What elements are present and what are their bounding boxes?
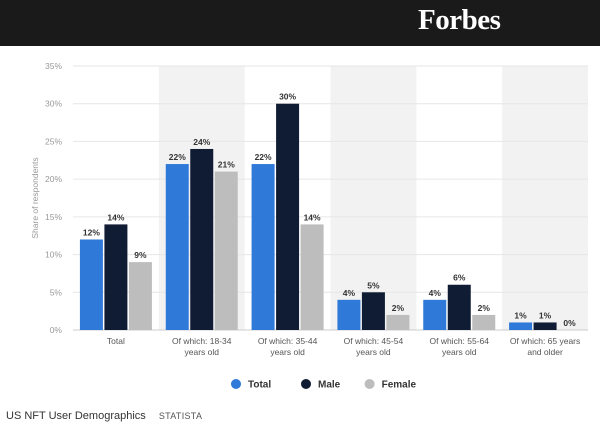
bar-total (509, 322, 533, 330)
data-label: 14% (304, 212, 321, 222)
bar-female (300, 224, 324, 330)
bar-female (214, 171, 238, 330)
figure-caption: US NFT User Demographics STATISTA (6, 410, 202, 422)
y-tick-label: 30% (45, 99, 62, 109)
x-tick-label: years old (270, 347, 305, 357)
bar-total (337, 299, 361, 330)
bar-male (276, 103, 300, 330)
legend-label-female[interactable]: Female (382, 380, 417, 391)
data-label: 4% (343, 288, 356, 298)
x-tick-label: Of which: 65 years (510, 336, 580, 346)
y-tick-label: 35% (45, 61, 62, 71)
x-tick-label: Of which: 18-34 (172, 336, 232, 346)
data-label: 5% (367, 280, 380, 290)
data-label: 4% (429, 288, 442, 298)
data-label: 14% (107, 212, 124, 222)
data-label: 24% (193, 137, 210, 147)
data-label: 21% (218, 160, 235, 170)
legend-marker-total[interactable] (231, 379, 241, 389)
x-tick-label: years old (442, 347, 477, 357)
data-label: 2% (478, 303, 491, 313)
y-tick-label: 15% (45, 212, 62, 222)
y-axis-title: Share of respondents (30, 157, 40, 238)
legend-marker-male[interactable] (301, 379, 311, 389)
x-tick-label: years old (356, 347, 391, 357)
x-tick-label: Total (107, 336, 125, 346)
bar-female (128, 262, 152, 330)
bar-total (251, 164, 275, 330)
bar-male (533, 322, 557, 330)
bar-chart: 0% 5% 10% 15% 20% 25% 30% 35% Share of responden… (30, 61, 588, 391)
data-label: 0% (563, 318, 576, 328)
data-label: 9% (134, 250, 147, 260)
legend-label-male[interactable]: Male (318, 380, 341, 391)
data-label: 1% (514, 310, 527, 320)
bar-total (423, 299, 447, 330)
data-label: 1% (539, 310, 552, 320)
category-band (502, 66, 588, 330)
data-label: 22% (255, 152, 272, 162)
x-tick-label: and older (527, 347, 563, 357)
bar-female (386, 314, 410, 330)
y-tick-label: 5% (50, 287, 63, 297)
chart-panel: 0% 5% 10% 15% 20% 25% 30% 35% Share of responden… (0, 46, 600, 402)
data-label: 22% (169, 152, 186, 162)
bar-male (447, 284, 471, 330)
x-tick-label: years old (185, 347, 220, 357)
y-tick-label: 20% (45, 174, 62, 184)
y-tick-label: 0% (50, 325, 63, 335)
data-label: 2% (392, 303, 405, 313)
data-label: 6% (453, 273, 466, 283)
header-bar: Forbes (0, 0, 600, 46)
x-tick-label: Of which: 45-54 (344, 336, 404, 346)
y-tick-label: 10% (45, 250, 62, 260)
bar-male (361, 292, 385, 330)
data-label: 12% (83, 227, 100, 237)
caption-title: US NFT User Demographics (6, 410, 146, 422)
bar-total (165, 164, 189, 330)
data-label: 30% (279, 92, 296, 102)
x-tick-label: Of which: 35-44 (258, 336, 318, 346)
category-band (330, 66, 417, 330)
x-tick-label: Of which: 55-64 (429, 336, 489, 346)
legend-marker-female[interactable] (364, 379, 375, 389)
y-tick-label: 25% (45, 136, 62, 146)
caption-source[interactable]: STATISTA (158, 411, 203, 421)
bar-male (190, 148, 214, 330)
bar-female (472, 314, 496, 330)
legend-label-total[interactable]: Total (248, 380, 271, 391)
bar-male (104, 224, 128, 330)
forbes-logo[interactable]: Forbes (418, 4, 501, 36)
bar-total (79, 239, 103, 330)
